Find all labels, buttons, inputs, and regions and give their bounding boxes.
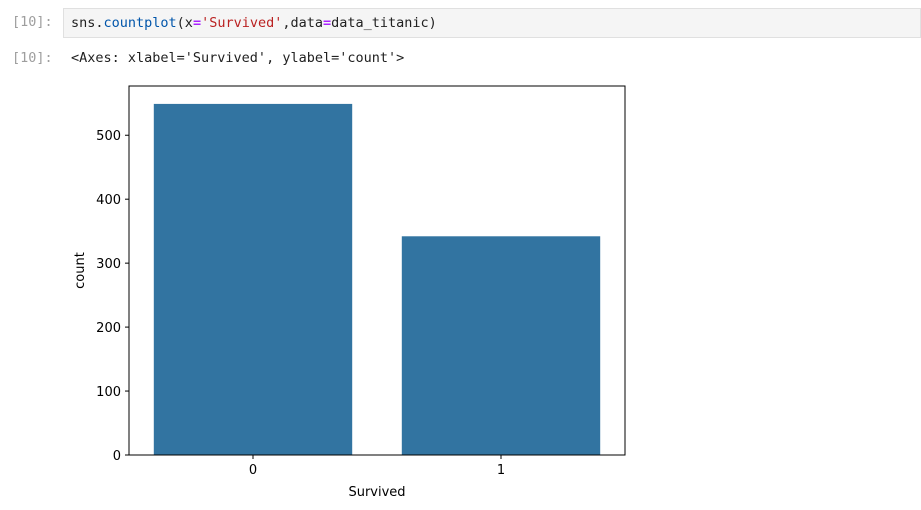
- bar-1: [401, 236, 601, 455]
- axes-frame: [128, 85, 626, 456]
- y-tick-label: 500: [96, 129, 121, 144]
- output-prompt: [10]:: [12, 50, 53, 66]
- code-text[interactable]: sns.countplot(x='Survived',data=data_tit…: [71, 15, 437, 31]
- y-tick-label: 200: [96, 321, 121, 336]
- code-token: =: [192, 15, 202, 31]
- x-tick-label: 1: [497, 463, 505, 478]
- code-token: ,data: [282, 15, 323, 31]
- code-token: 'Survived': [201, 15, 283, 31]
- code-token: data_titanic): [331, 15, 437, 31]
- code-input[interactable]: sns.countplot(x='Survived',data=data_tit…: [63, 8, 921, 38]
- bar-0: [153, 103, 353, 456]
- y-axis-label: count: [73, 252, 88, 289]
- x-axis-label: Survived: [348, 485, 405, 500]
- input-prompt: [10]:: [12, 14, 53, 30]
- y-tick-label: 0: [113, 449, 121, 464]
- code-token: =: [323, 15, 332, 31]
- y-tick-label: 300: [96, 257, 121, 272]
- code-token: (x: [176, 15, 193, 31]
- y-tick-label: 400: [96, 193, 121, 208]
- x-tick-label: 0: [249, 463, 257, 478]
- output-text: <Axes: xlabel='Survived', ylabel='count'…: [71, 50, 405, 66]
- code-token: sns.: [71, 15, 104, 31]
- code-token: countplot: [103, 15, 177, 31]
- y-tick-label: 100: [96, 385, 121, 400]
